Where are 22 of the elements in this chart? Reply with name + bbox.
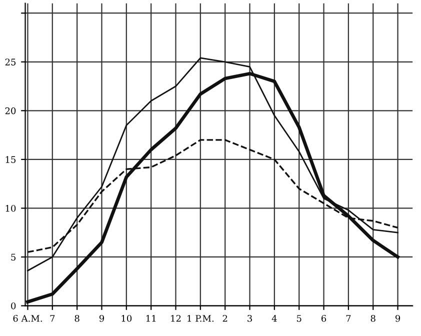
x-tick-label: 4 (272, 314, 277, 322)
x-tick-label: 1 P.M. (188, 314, 214, 322)
x-tick-label: 8 (74, 314, 80, 322)
x-tick-label: 7 (50, 315, 55, 322)
y-tick-label: 0 (11, 302, 16, 310)
x-tick-label: 11 (146, 314, 156, 322)
x-tick-label: 9 (99, 314, 104, 322)
y-tick-label: 25 (5, 58, 16, 66)
y-tick-label: 20 (5, 107, 16, 114)
x-tick-label: 6 A.M. (13, 314, 42, 322)
x-tick-label: 2 (222, 314, 228, 322)
x-tick-label: 7 (346, 315, 351, 322)
x-tick-label: 8 (370, 314, 376, 322)
y-tick-label: 15 (6, 156, 16, 163)
y-tick-label: 5 (11, 254, 16, 261)
y-tick-label: 10 (6, 204, 16, 212)
x-tick-label: 10 (122, 314, 132, 322)
x-tick-label: 5 (296, 315, 302, 322)
x-tick-label: 3 (248, 314, 252, 322)
x-tick-label: 6 (322, 314, 326, 322)
x-tick-label: 12 (171, 314, 181, 322)
x-tick-label: 9 (395, 314, 400, 322)
